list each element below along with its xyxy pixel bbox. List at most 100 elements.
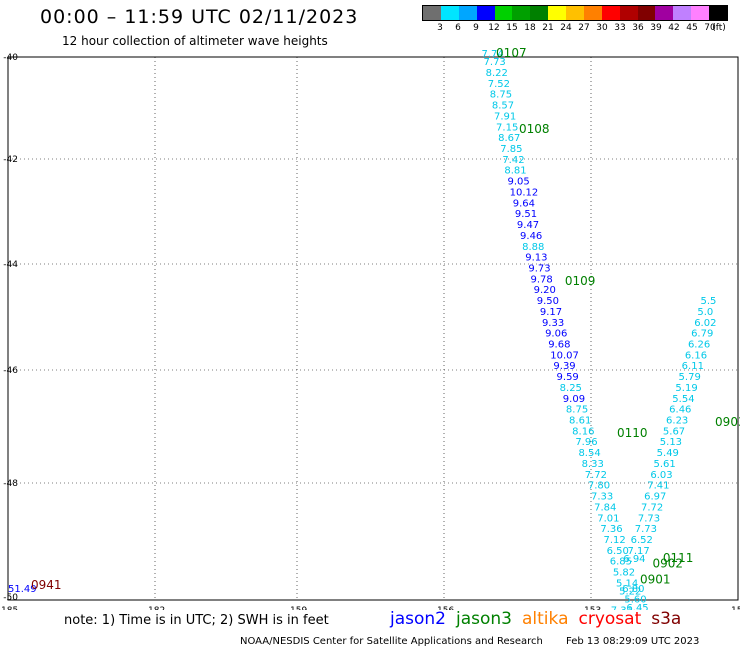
satellite-legend: jason2 jason3 altika cryosat s3a — [390, 609, 691, 629]
data-point-label: 7.31 — [611, 606, 633, 610]
data-point-label: 7.72 — [641, 502, 663, 513]
data-point-label: 10.07 — [550, 350, 579, 361]
data-point-label: 9.17 — [540, 307, 562, 318]
data-point-label: 7.74 — [481, 49, 503, 60]
data-point-label: 8.88 — [522, 242, 544, 253]
data-point-label: 7.73 — [484, 57, 506, 68]
footnote: note: 1) Time is in UTC; 2) SWH is in fe… — [64, 613, 329, 628]
x-tick-label: -150 — [728, 606, 740, 610]
data-point-label: 7.42 — [502, 155, 524, 166]
legend-tick-label: 33 — [614, 23, 626, 33]
legend-swatch — [423, 6, 441, 20]
data-point-label: 5.61 — [654, 459, 676, 470]
legend-swatch — [709, 6, 727, 20]
y-tick-label: -44 — [3, 260, 18, 270]
legend-swatch — [548, 6, 566, 20]
data-point-label: 8.75 — [490, 90, 512, 101]
data-point-label: 5.0 — [697, 307, 713, 318]
data-point-label: 10.12 — [510, 187, 539, 198]
legend-swatch — [583, 6, 602, 20]
legend-tick-label: 3 — [437, 23, 443, 33]
data-point-label: 6.52 — [631, 535, 653, 546]
data-point-label: 5.19 — [675, 383, 697, 394]
data-point-label: 8.81 — [504, 166, 526, 177]
data-point-label: 7.15 — [496, 122, 518, 133]
data-point-label: 7.12 — [603, 535, 625, 546]
data-point-label: 7.84 — [594, 502, 616, 513]
y-tick-label: -50 — [3, 593, 18, 603]
legend-swatch — [476, 6, 495, 20]
legend-tick-label: 36 — [632, 23, 644, 33]
data-point-label: 9.09 — [563, 394, 585, 405]
legend-tick-label: 39 — [650, 23, 662, 33]
data-point-label: 6.46 — [669, 405, 691, 416]
data-point-label: 7.52 — [488, 79, 510, 90]
x-tick-label: -182 — [145, 606, 165, 610]
legend-swatch — [691, 6, 709, 20]
data-point-label: 51.49 — [8, 584, 37, 595]
pass-time-label: 0941 — [31, 578, 62, 592]
data-point-label: 5.5 — [700, 296, 716, 307]
data-point-label: 9.13 — [525, 253, 547, 264]
page-subtitle: 12 hour collection of altimeter wave hei… — [62, 34, 328, 48]
data-point-label: 6.26 — [688, 340, 710, 351]
data-point-label: 6.85 — [610, 557, 632, 568]
data-point-label: 5.54 — [672, 394, 694, 405]
data-point-label: 6.50 — [607, 546, 629, 557]
data-point-label: 7.85 — [500, 144, 522, 155]
pass-time-label: 0110 — [617, 426, 648, 440]
legend-tick-label: 27 — [578, 23, 590, 33]
y-tick-label: -46 — [3, 366, 18, 376]
satellite-jason3: jason3 — [456, 609, 512, 629]
data-point-label: 7.41 — [647, 481, 669, 492]
data-point-label: 5.14 — [616, 578, 638, 589]
data-point-label: 9.33 — [542, 318, 564, 329]
data-point-label: 6.03 — [650, 470, 672, 481]
pass-time-label: 0903 — [715, 415, 740, 429]
data-point-label: 9.51 — [515, 209, 537, 220]
legend-tick-label: 6 — [455, 23, 461, 33]
color-legend: 3 6 9 12 15 18 21 24 27 30 33 36 39 42 45 70 (ft) — [422, 5, 728, 35]
data-point-label: 6.16 — [685, 350, 707, 361]
data-point-label: 5.79 — [679, 372, 701, 383]
legend-swatch — [619, 6, 638, 20]
legend-swatch — [601, 6, 620, 20]
pass-time-label: 0109 — [565, 274, 596, 288]
legend-tick-label: 15 — [506, 23, 518, 33]
data-point-label: 9.73 — [528, 263, 550, 274]
legend-swatch — [655, 6, 674, 20]
data-point-label: 6.80 — [622, 584, 644, 595]
legend-tick-label: 12 — [488, 23, 500, 33]
data-point-label: 6.02 — [694, 318, 716, 329]
page-title: 00:00 – 11:59 UTC 02/11/2023 — [40, 6, 359, 28]
legend-tick-label: 30 — [596, 23, 608, 33]
pass-time-label: 0108 — [519, 122, 550, 136]
legend-swatches — [422, 5, 728, 21]
x-tick-label: -153 — [581, 606, 601, 610]
y-tick-label: -48 — [3, 479, 18, 489]
data-point-label: 5.67 — [663, 426, 685, 437]
pass-time-label: 0111 — [663, 551, 694, 565]
data-point-label: 6.11 — [682, 361, 704, 372]
data-point-label: 9.68 — [548, 340, 570, 351]
legend-swatch — [673, 6, 692, 20]
legend-swatch — [440, 6, 459, 20]
data-point-label: 9.46 — [520, 231, 542, 242]
legend-swatch — [512, 6, 531, 20]
satellite-jason2: jason2 — [390, 609, 446, 629]
satellite-s3a: s3a — [651, 609, 682, 629]
legend-tick-label: 18 — [524, 23, 536, 33]
data-point-label: 7.96 — [575, 437, 597, 448]
pass-time-label: 0107 — [496, 46, 527, 60]
data-point-label: 8.33 — [582, 459, 604, 470]
legend-tick-label: 45 — [686, 23, 698, 33]
data-point-label: 7.33 — [591, 492, 613, 503]
y-tick-label: -40 — [3, 53, 18, 63]
data-point-label: 9.78 — [530, 274, 552, 285]
data-point-label: 8.67 — [498, 133, 520, 144]
legend-ticks: 3 6 9 12 15 18 21 24 27 30 33 36 39 42 45 70 (ft) — [422, 21, 728, 35]
data-point-label: 8.57 — [492, 101, 514, 112]
pass-time-label: 0902 — [652, 556, 683, 570]
legend-tick-label: 21 — [542, 23, 554, 33]
pass-time-label: 0901 — [640, 573, 671, 587]
